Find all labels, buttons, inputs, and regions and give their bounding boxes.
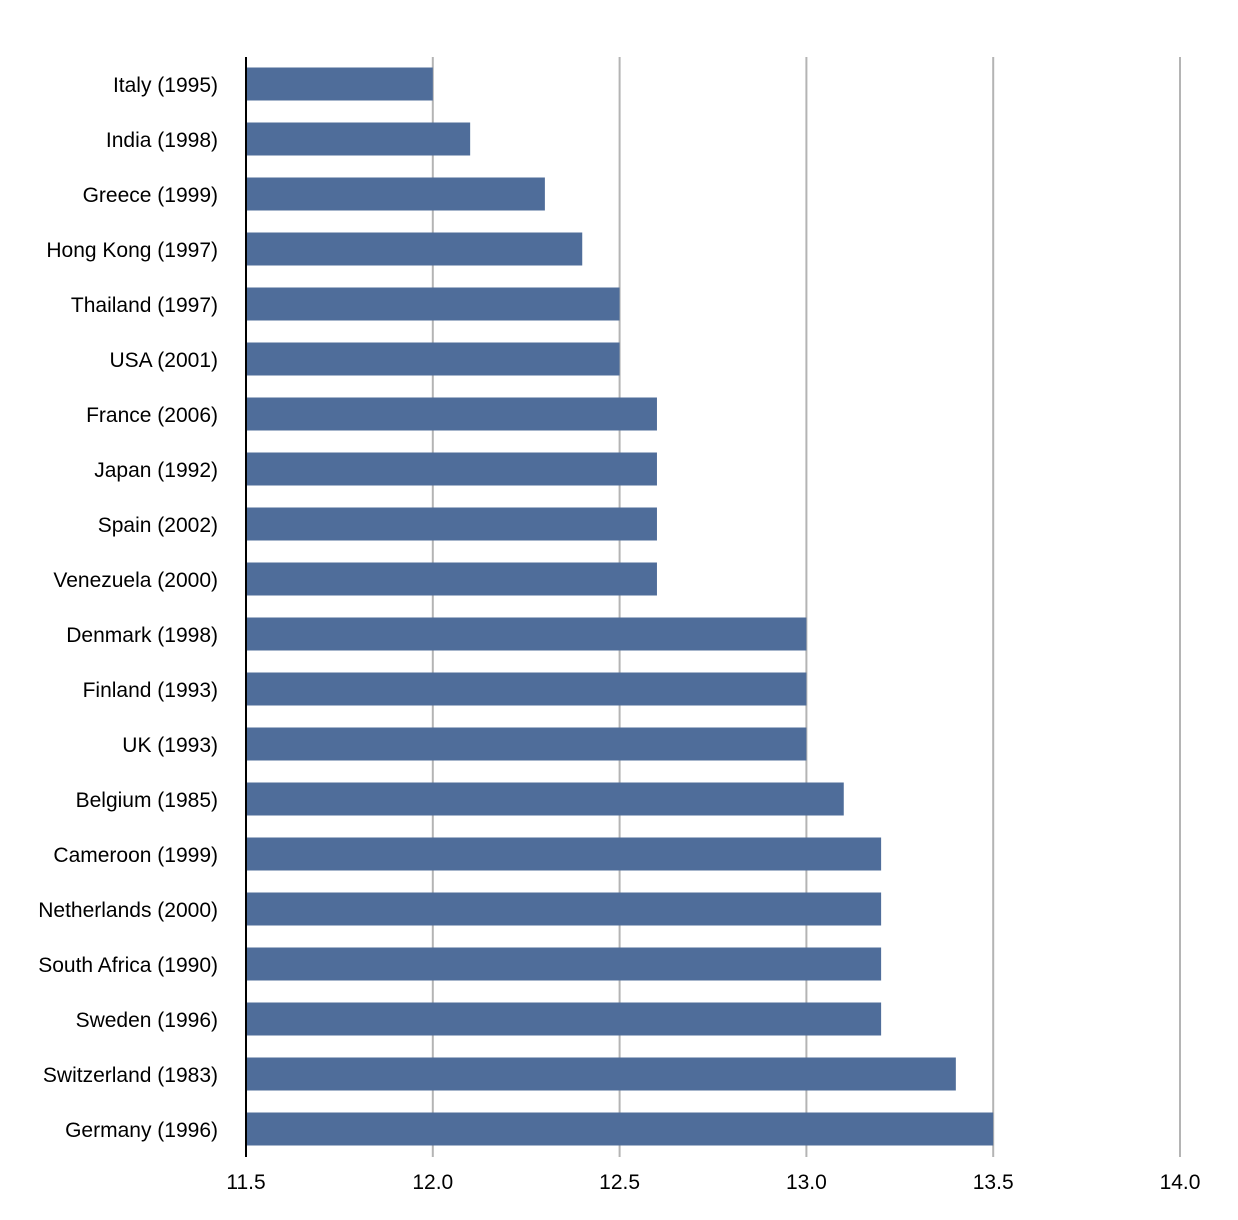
bar — [246, 342, 620, 376]
x-tick-labels: 11.5 12.0 12.5 13.0 13.5 14.0 — [226, 1171, 1200, 1194]
bar — [246, 782, 844, 816]
bar — [246, 122, 471, 156]
category-label: South Africa (1990) — [38, 954, 218, 977]
bars — [246, 67, 994, 1146]
category-label: Germany (1996) — [65, 1119, 218, 1142]
category-label: Denmark (1998) — [66, 624, 218, 647]
bar — [246, 397, 657, 431]
x-tick-label: 14.0 — [1160, 1171, 1201, 1194]
category-labels: Italy (1995) India (1998) Greece (1999) Hon… — [38, 74, 218, 1142]
bar — [246, 617, 807, 651]
category-label: Venezuela (2000) — [53, 569, 218, 592]
bar — [246, 67, 433, 101]
bar — [246, 452, 657, 486]
bar — [246, 947, 882, 981]
bar — [246, 892, 882, 926]
category-label: Japan (1992) — [94, 459, 218, 482]
bar — [246, 287, 620, 321]
category-label: Sweden (1996) — [76, 1009, 218, 1032]
bar — [246, 232, 583, 266]
category-label: Italy (1995) — [113, 74, 218, 97]
category-label: Cameroon (1999) — [53, 844, 218, 867]
category-label: India (1998) — [106, 129, 218, 152]
x-tick-label: 13.5 — [973, 1171, 1014, 1194]
category-label: USA (2001) — [109, 349, 218, 372]
category-label: Finland (1993) — [83, 679, 218, 702]
category-label: Belgium (1985) — [76, 789, 218, 812]
x-tick-label: 12.0 — [412, 1171, 453, 1194]
category-label: Hong Kong (1997) — [46, 239, 218, 262]
category-label: Switzerland (1983) — [43, 1064, 218, 1087]
category-label: Thailand (1997) — [71, 294, 218, 317]
bar — [246, 1057, 956, 1091]
category-label: UK (1993) — [122, 734, 218, 757]
x-tick-label: 12.5 — [599, 1171, 640, 1194]
x-tick-label: 11.5 — [226, 1171, 265, 1194]
bar — [246, 672, 807, 706]
gridlines — [431, 57, 1181, 1157]
bar — [246, 177, 545, 211]
bar — [246, 837, 882, 871]
bar — [246, 1112, 994, 1146]
bar — [246, 507, 657, 541]
category-label: France (2006) — [86, 404, 218, 427]
bar — [246, 1002, 882, 1036]
category-label: Netherlands (2000) — [38, 899, 218, 922]
category-label: Greece (1999) — [83, 184, 218, 207]
bar — [246, 727, 807, 761]
bar — [246, 562, 657, 596]
category-label: Spain (2002) — [98, 514, 218, 537]
x-tick-label: 13.0 — [786, 1171, 827, 1194]
